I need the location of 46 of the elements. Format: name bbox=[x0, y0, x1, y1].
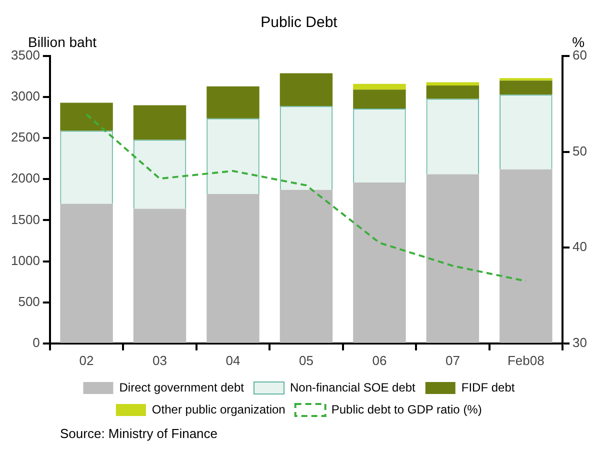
legend-label: Other public organization bbox=[152, 402, 286, 416]
y-tick-label: 3000 bbox=[11, 88, 40, 104]
source-note: Source: Ministry of Finance bbox=[59, 426, 219, 441]
y2-tick-label: 30 bbox=[572, 334, 588, 350]
bar bbox=[133, 105, 186, 140]
x-tick-label: 04 bbox=[226, 352, 240, 368]
legend-label: Public debt to GDP ratio (%) bbox=[331, 402, 482, 416]
y-tick-label: 1000 bbox=[11, 252, 40, 268]
bar bbox=[426, 86, 480, 99]
bar bbox=[60, 204, 113, 343]
y2-axis-title: % bbox=[572, 34, 585, 50]
y-tick-label: 500 bbox=[18, 294, 40, 309]
x-tick-label: 05 bbox=[298, 352, 314, 368]
bar bbox=[500, 80, 552, 95]
y-tick-label: 2000 bbox=[11, 170, 40, 186]
chart-title: Public Debt bbox=[260, 14, 338, 32]
x-tick-label: 02 bbox=[79, 352, 94, 368]
legend-label: FIDF debt bbox=[461, 380, 516, 394]
bar bbox=[500, 169, 552, 343]
legend-label: Non-financial SOE debt bbox=[290, 380, 416, 394]
y2-tick-label: 40 bbox=[572, 239, 588, 254]
x-tick-label: 07 bbox=[445, 352, 460, 368]
bar bbox=[353, 182, 406, 343]
x-tick-label: 03 bbox=[152, 352, 167, 368]
y-tick-label: 1500 bbox=[11, 212, 40, 227]
y-axis-title: Billion baht bbox=[28, 34, 97, 50]
bar bbox=[353, 84, 406, 90]
legend-label: Direct government debt bbox=[119, 380, 245, 394]
x-tick-label: 06 bbox=[372, 352, 387, 368]
y-tick-label: 0 bbox=[32, 334, 40, 350]
line-series bbox=[86, 113, 527, 282]
bar bbox=[426, 174, 480, 343]
y2-tick-label: 60 bbox=[572, 48, 588, 63]
y2-tick-label: 50 bbox=[572, 143, 588, 158]
bar bbox=[426, 82, 480, 86]
bar bbox=[206, 194, 260, 343]
bar bbox=[500, 78, 552, 81]
bar bbox=[280, 73, 333, 106]
bar bbox=[206, 86, 260, 118]
y-tick-label: 3500 bbox=[11, 48, 40, 63]
bar bbox=[353, 90, 406, 109]
bar bbox=[60, 102, 113, 131]
x-tick-label: Feb08 bbox=[507, 352, 544, 368]
bar bbox=[133, 208, 186, 343]
bar bbox=[280, 190, 333, 343]
y-tick-label: 2500 bbox=[11, 130, 40, 145]
